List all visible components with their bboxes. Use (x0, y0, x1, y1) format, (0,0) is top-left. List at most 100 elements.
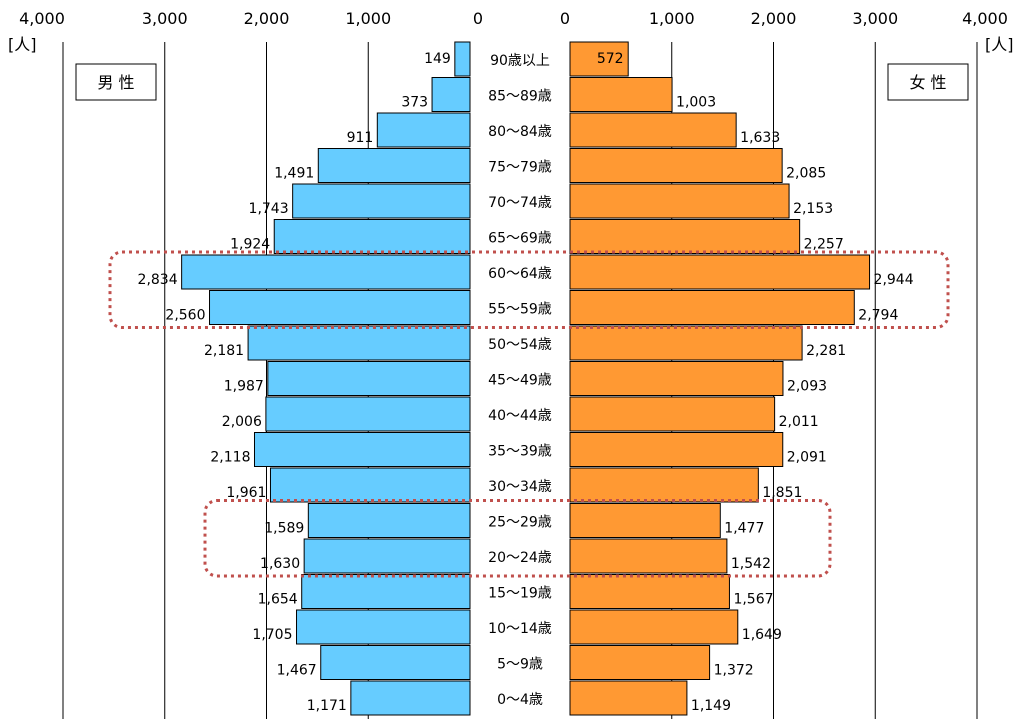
female-value-label: 2,085 (786, 166, 826, 182)
male-value-label: 1,743 (249, 201, 289, 217)
female-bar (569, 574, 730, 609)
highlight-boxes (108, 250, 950, 578)
female-value-label: 1,649 (742, 627, 782, 643)
age-group-label: 90歳以上 (490, 53, 550, 69)
legend-label-male: 男 性 (97, 73, 134, 92)
labels-layer: 90歳以上 149 572 85～89歳 373 1,003 80～84歳 911 1,633 7… (138, 51, 914, 714)
male-bar (431, 77, 471, 112)
female-bar (569, 254, 871, 290)
male-value-label: 1,705 (252, 627, 292, 643)
male-bar (292, 183, 471, 219)
tick-label-left: 0 (473, 9, 483, 28)
male-bar (209, 290, 471, 325)
highlight-box-1 (108, 250, 950, 329)
female-bar (569, 609, 739, 645)
bars-layer (181, 41, 871, 716)
male-bar (303, 538, 471, 574)
female-value-label: 1,477 (724, 521, 764, 537)
axis-unit-left: [人] (8, 35, 37, 54)
male-bar (265, 396, 471, 432)
female-value-label: 1,372 (714, 663, 754, 679)
female-bar (569, 361, 784, 396)
age-group-label: 15～19歳 (488, 586, 552, 602)
female-value-label: 1,567 (733, 592, 773, 608)
age-group-label: 30～34歳 (488, 479, 552, 495)
age-group-label: 10～14歳 (488, 621, 552, 637)
female-bar (569, 396, 776, 432)
age-group-label: 40～44歳 (488, 408, 552, 424)
tick-label-right: 2,000 (751, 9, 797, 28)
female-bar (569, 325, 803, 361)
female-value-label: 1,851 (762, 485, 802, 501)
female-bar (569, 148, 783, 183)
age-group-label: 50～54歳 (488, 337, 552, 353)
male-value-label: 2,560 (165, 308, 205, 324)
tick-label-left: 2,000 (244, 9, 290, 28)
male-value-label: 1,589 (264, 521, 304, 537)
male-value-label: 1,491 (274, 166, 314, 182)
male-bar (317, 148, 471, 183)
age-group-label: 0～4歳 (497, 692, 543, 708)
male-value-label: 2,006 (222, 414, 262, 430)
male-bar (307, 503, 471, 538)
female-bar (569, 432, 784, 467)
axis-labels: 0 0 1,000 1,000 2,000 2,000 3,000 3,000 4,000 4,0… (8, 9, 1014, 54)
male-bar (376, 112, 471, 148)
male-value-label: 1,171 (307, 698, 347, 714)
age-group-label: 75～79歳 (488, 160, 552, 176)
male-bar (296, 609, 471, 645)
female-bar (569, 219, 801, 254)
age-group-label: 60～64歳 (488, 266, 552, 282)
female-bar (569, 41, 629, 77)
female-value-label: 2,794 (858, 308, 898, 324)
female-value-label: 1,542 (731, 556, 771, 572)
female-bar (569, 77, 673, 112)
female-bar (569, 467, 759, 503)
male-value-label: 1,961 (226, 485, 266, 501)
age-group-label: 5～9歳 (497, 657, 543, 673)
male-value-label: 1,924 (230, 237, 270, 253)
age-group-label: 45～49歳 (488, 373, 552, 389)
age-group-label: 35～39歳 (488, 444, 552, 460)
age-group-label: 25～29歳 (488, 515, 552, 531)
male-bar (181, 254, 471, 290)
tick-label-left: 3,000 (142, 9, 188, 28)
male-bar (269, 467, 471, 503)
age-group-label: 55～59歳 (488, 302, 552, 318)
female-value-label: 1,633 (740, 130, 780, 146)
female-value-label: 2,944 (874, 272, 914, 288)
male-bar (267, 361, 471, 396)
age-group-label: 20～24歳 (488, 550, 552, 566)
male-bar (350, 680, 471, 716)
female-bar (569, 290, 855, 325)
tick-label-left: 4,000 (19, 9, 65, 28)
female-bar (569, 538, 728, 574)
female-value-label: 2,153 (793, 201, 833, 217)
female-bar (569, 680, 688, 716)
male-bar (253, 432, 471, 467)
male-value-label: 2,181 (204, 343, 244, 359)
age-group-label: 80～84歳 (488, 124, 552, 140)
male-value-label: 1,630 (260, 556, 300, 572)
male-bar (247, 325, 471, 361)
legend-label-female: 女 性 (909, 73, 946, 92)
male-value-label: 1,987 (224, 379, 264, 395)
axis-unit-right: [人] (985, 35, 1014, 54)
female-value-label: 2,281 (806, 343, 846, 359)
tick-label-right: 3,000 (852, 9, 898, 28)
age-group-label: 65～69歳 (488, 231, 552, 247)
female-value-label: 2,257 (804, 237, 844, 253)
tick-label-left: 1,000 (345, 9, 391, 28)
male-value-label: 373 (401, 95, 428, 111)
female-value-label: 1,149 (691, 698, 731, 714)
female-value-label: 1,003 (676, 95, 716, 111)
tick-label-right: 0 (560, 9, 570, 28)
age-group-label: 70～74歳 (488, 195, 552, 211)
female-bar (569, 183, 790, 219)
age-group-label: 85～89歳 (488, 89, 552, 105)
female-bar (569, 112, 737, 148)
legend-boxes: 男 性女 性 (75, 63, 969, 101)
female-value-label: 2,093 (787, 379, 827, 395)
male-value-label: 2,834 (138, 272, 178, 288)
legend-box-male (75, 63, 157, 101)
